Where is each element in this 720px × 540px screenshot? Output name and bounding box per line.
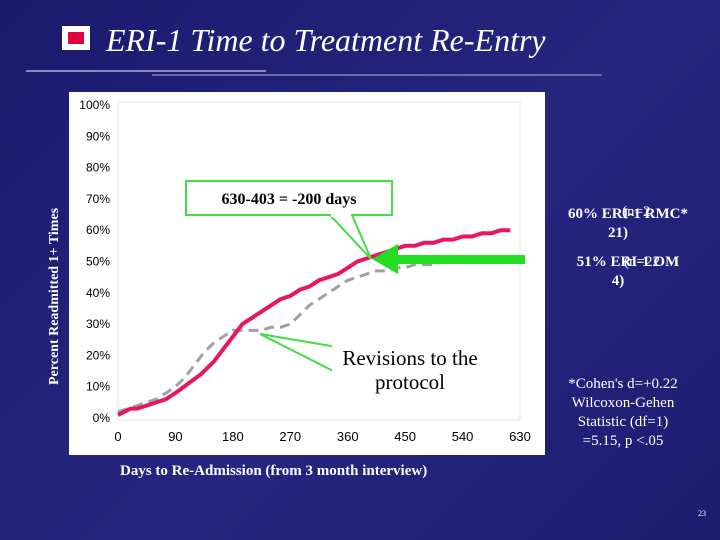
y-tick-label: 100% bbox=[79, 98, 110, 112]
y-tick-label: 30% bbox=[86, 317, 110, 331]
x-tick-label: 90 bbox=[168, 429, 182, 444]
om-label-line1: 51% ERI-1 OM bbox=[576, 254, 680, 270]
y-tick-label: 10% bbox=[86, 380, 110, 394]
y-tick-label: 40% bbox=[86, 286, 110, 300]
om-label-line2: 4) bbox=[611, 273, 625, 289]
rmc-label-line1: 60% ERI-1 RMC* bbox=[568, 206, 688, 222]
stats-block: *Cohen's d=+0.22 Wilcoxon-Gehen Statisti… bbox=[538, 375, 708, 451]
page-number: 23 bbox=[698, 509, 706, 518]
y-tick-label: 20% bbox=[86, 348, 110, 362]
title-divider-right bbox=[152, 74, 602, 76]
series-line-rmc bbox=[117, 228, 511, 417]
slide-title: ERI-1 Time to Treatment Re-Entry bbox=[106, 22, 546, 58]
arrow-icon bbox=[372, 244, 525, 274]
y-tick-label: 60% bbox=[86, 223, 110, 237]
x-tick-label: 540 bbox=[452, 429, 474, 444]
y-tick-label: 50% bbox=[86, 255, 110, 269]
om-label: 51% ERI-1 OM 4) bbox=[548, 253, 708, 291]
stats-line2: Wilcoxon-Gehen bbox=[571, 395, 675, 411]
y-tick-label: 70% bbox=[86, 192, 110, 206]
y-tick-label: 90% bbox=[86, 129, 110, 143]
x-axis-label: Days to Re-Admission (from 3 month inter… bbox=[120, 463, 428, 479]
days-callout-text: 630-403 = -200 days bbox=[222, 191, 357, 208]
stats-line3: Statistic (df=1) bbox=[577, 414, 669, 430]
x-tick-label: 630 bbox=[509, 429, 531, 444]
om-n-overlay: (n=22 bbox=[624, 254, 660, 270]
y-tick-label: 80% bbox=[86, 161, 110, 175]
title-bullet-icon bbox=[62, 26, 90, 50]
x-tick-label: 180 bbox=[222, 429, 244, 444]
x-tick-label: 0 bbox=[114, 429, 121, 444]
title-divider-left bbox=[26, 70, 266, 72]
revisions-callout-text-line1: Revisions to the bbox=[342, 346, 477, 370]
revisions-callout-text-line2: protocol bbox=[375, 370, 445, 394]
days-callout: 630-403 = -200 days bbox=[185, 180, 393, 260]
x-tick-label: 360 bbox=[337, 429, 359, 444]
revisions-callout: Revisions to the protocol bbox=[259, 333, 489, 397]
rmc-n-overlay: (n=2 bbox=[622, 204, 651, 220]
plot-area bbox=[69, 92, 545, 455]
y-tick-label: 0% bbox=[93, 411, 111, 425]
stats-line1: *Cohen's d=+0.22 bbox=[568, 376, 678, 392]
rmc-label-line2: 21) bbox=[608, 225, 628, 241]
stats-line4: =5.15, p <.05 bbox=[582, 433, 664, 449]
x-tick-label: 450 bbox=[394, 429, 416, 444]
rmc-label: 60% ERI-1 RMC* 21) bbox=[548, 205, 708, 243]
x-tick-label: 270 bbox=[279, 429, 301, 444]
